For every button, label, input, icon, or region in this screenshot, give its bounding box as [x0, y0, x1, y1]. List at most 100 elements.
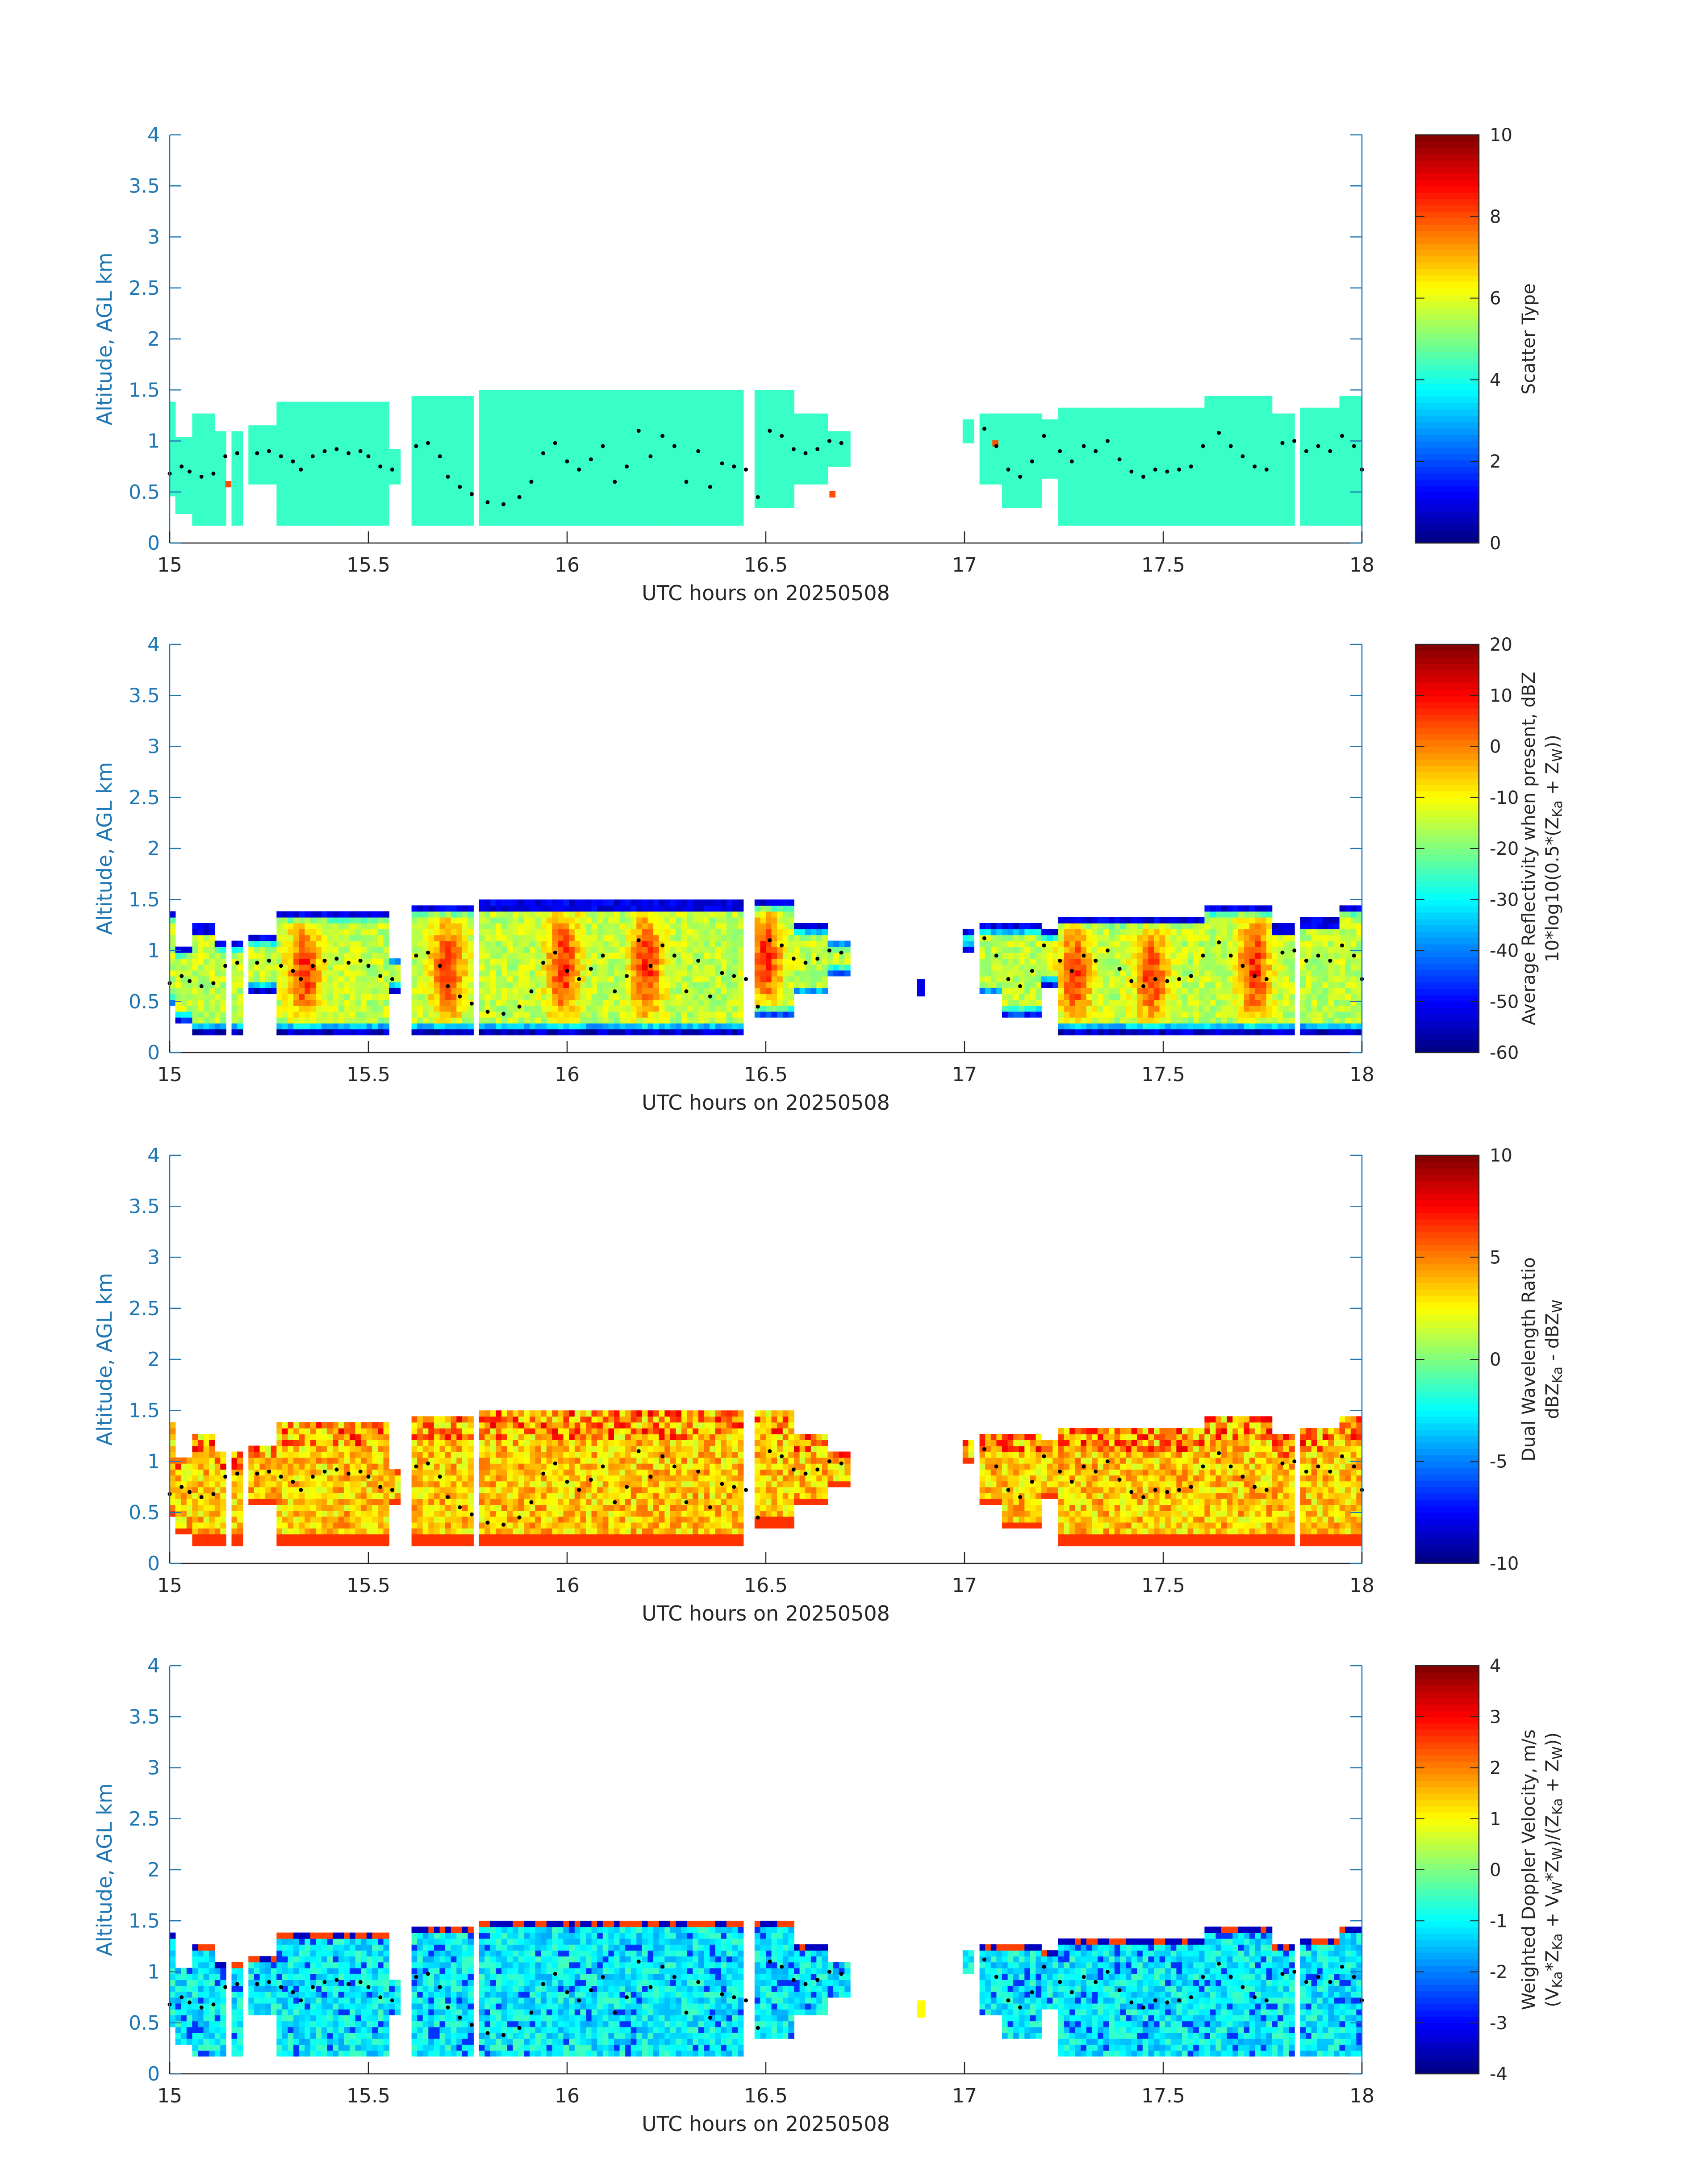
- heatmap-cell: [316, 449, 322, 455]
- heatmap-cell: [175, 1005, 181, 1012]
- heatmap-cell: [479, 899, 485, 906]
- heatmap-cell: [1120, 519, 1126, 526]
- heatmap-cell: [293, 425, 300, 432]
- heatmap-cell: [602, 472, 609, 479]
- heatmap-cell: [372, 1023, 378, 1030]
- heatmap-cell: [1086, 496, 1093, 502]
- heatmap-cell: [507, 478, 514, 485]
- heatmap-cell: [192, 431, 198, 438]
- heatmap-cell: [1002, 478, 1008, 485]
- heatmap-cell: [1137, 460, 1143, 467]
- heatmap-cell: [1249, 425, 1256, 432]
- heatmap-cell: [439, 460, 446, 467]
- heatmap-cell: [1232, 490, 1239, 497]
- heatmap-cell: [411, 490, 418, 497]
- heatmap-cell: [687, 414, 693, 420]
- heatmap-cell: [479, 917, 485, 923]
- heatmap-cell: [327, 999, 333, 1006]
- heatmap-cell: [659, 496, 665, 502]
- heatmap-cell: [445, 449, 451, 455]
- heatmap-cell: [507, 1029, 514, 1036]
- heatmap-cell: [1345, 431, 1351, 438]
- heatmap-cell: [501, 1005, 508, 1012]
- heatmap-cell: [479, 484, 485, 491]
- heatmap-cell: [507, 976, 514, 982]
- heatmap-cell: [220, 496, 226, 502]
- heatmap-cell: [501, 994, 508, 1000]
- heatmap-cell: [484, 437, 491, 443]
- heatmap-cell: [552, 982, 558, 988]
- x-tick-label: 17: [952, 554, 977, 577]
- heatmap-cell: [1159, 472, 1165, 479]
- heatmap-cell: [771, 501, 777, 508]
- heatmap-cell: [428, 496, 434, 502]
- heatmap-cell: [546, 390, 553, 397]
- heatmap-cell: [614, 484, 620, 491]
- heatmap-cell: [1328, 490, 1334, 497]
- heatmap-cell: [1086, 437, 1093, 443]
- heatmap-cell: [1142, 507, 1149, 514]
- heatmap-cell: [979, 455, 986, 461]
- heatmap-cell: [614, 501, 620, 508]
- heatmap-cell: [1272, 425, 1278, 432]
- heatmap-cell: [220, 437, 226, 443]
- heatmap-cell: [327, 923, 333, 929]
- heatmap-cell: [276, 472, 283, 479]
- heatmap-cell: [305, 455, 311, 461]
- heatmap-cell: [468, 923, 474, 929]
- heatmap-cell: [282, 1029, 288, 1036]
- heatmap-cell: [1131, 425, 1137, 432]
- heatmap-cell: [563, 484, 569, 491]
- heatmap-cell: [203, 437, 209, 443]
- heatmap-cell: [170, 460, 176, 467]
- heatmap-cell: [361, 994, 367, 1000]
- heatmap-cell: [198, 460, 204, 467]
- heatmap-cell: [805, 443, 811, 449]
- heatmap-cell: [411, 988, 418, 994]
- heatmap-cell: [484, 414, 491, 420]
- heatmap-cell: [327, 449, 333, 455]
- heatmap-cell: [1176, 425, 1182, 432]
- heatmap-cell: [496, 970, 502, 977]
- heatmap-cell: [1193, 419, 1199, 426]
- colorbar-swatch: [1416, 294, 1479, 301]
- heatmap-cell: [1255, 431, 1261, 438]
- heatmap-cell: [586, 425, 592, 432]
- heatmap-cell: [788, 490, 794, 497]
- heatmap-cell: [1019, 460, 1025, 467]
- heatmap-cell: [535, 437, 541, 443]
- heatmap-cell: [586, 472, 592, 479]
- heatmap-cell: [344, 952, 350, 959]
- heatmap-cell: [1098, 484, 1104, 491]
- heatmap-cell: [1052, 466, 1059, 473]
- heatmap-cell: [265, 976, 271, 982]
- heatmap-cell: [507, 466, 514, 473]
- heatmap-cell: [186, 496, 193, 502]
- heatmap-cell: [591, 490, 597, 497]
- heatmap-cell: [574, 478, 581, 485]
- colorbar-swatch: [1416, 428, 1479, 435]
- layer-marker: [390, 467, 394, 472]
- heatmap-cell: [1356, 437, 1362, 443]
- heatmap-cell: [186, 484, 193, 491]
- heatmap-cell: [282, 982, 288, 988]
- heatmap-cell: [496, 958, 502, 965]
- heatmap-cell: [355, 455, 361, 461]
- heatmap-cell: [1148, 407, 1154, 414]
- heatmap-cell: [350, 414, 356, 420]
- heatmap-cell: [1103, 519, 1110, 526]
- heatmap-cell: [1215, 496, 1222, 502]
- colorbar-swatch: [1416, 205, 1479, 212]
- heatmap-cell: [355, 419, 361, 426]
- heatmap-cell: [563, 519, 569, 526]
- heatmap-cell: [417, 455, 423, 461]
- heatmap-cell: [378, 425, 384, 432]
- heatmap-cell: [518, 514, 525, 520]
- heatmap-cell: [524, 396, 530, 402]
- heatmap-cell: [1204, 490, 1211, 497]
- heatmap-cell: [366, 425, 373, 432]
- heatmap-cell: [710, 455, 716, 461]
- heatmap-cell: [451, 1011, 457, 1018]
- heatmap-cell: [524, 917, 530, 923]
- heatmap-cell: [1266, 478, 1273, 485]
